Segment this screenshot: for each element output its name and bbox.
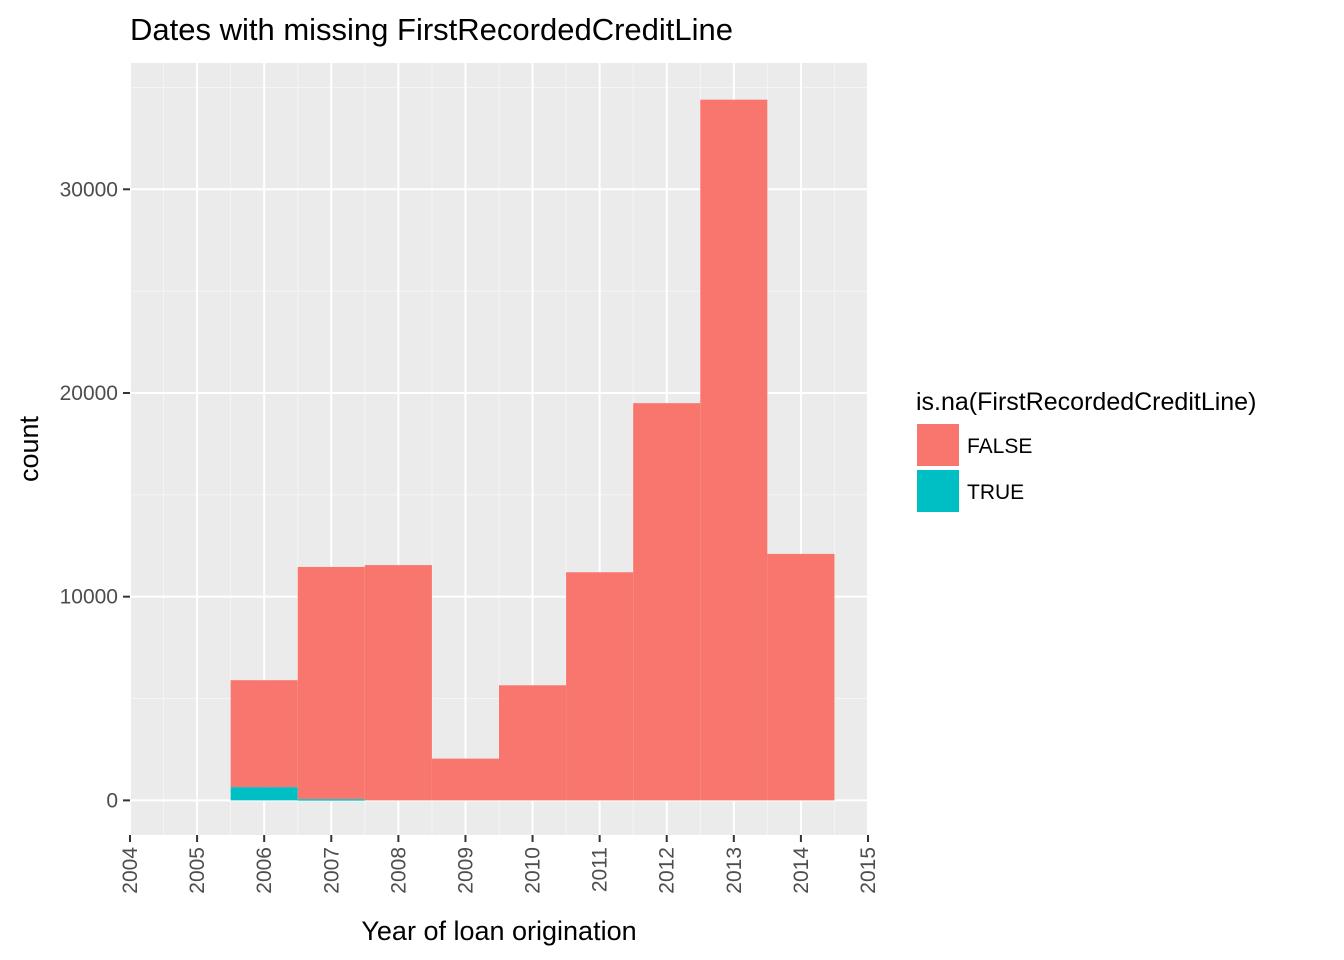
- x-tick-label: 2006: [253, 847, 276, 894]
- x-axis-title: Year of loan origination: [361, 916, 636, 946]
- legend-key-true: [917, 470, 959, 512]
- legend-label-false: FALSE: [967, 435, 1032, 458]
- bar-false-2009: [431, 758, 499, 801]
- x-tick-label: 2011: [589, 847, 612, 892]
- x-axis: 2004 2005 2006 2007 2008 2009 2010 2011 2012 2013…: [119, 835, 880, 894]
- y-tick-label: 10000: [60, 586, 118, 609]
- bar-false-2013: [700, 99, 768, 801]
- bar-true-2007: [297, 799, 365, 801]
- x-tick-label: 2008: [387, 847, 410, 894]
- legend-items: FALSE TRUE: [917, 424, 1032, 512]
- legend: is.na(FirstRecordedCreditLine) FALSE TRUE: [916, 388, 1256, 512]
- x-tick-label: 2013: [723, 847, 746, 894]
- y-tick-label: 0: [106, 789, 118, 812]
- x-tick-label: 2014: [790, 847, 813, 894]
- y-tick-label: 30000: [60, 178, 118, 201]
- x-tick-label: 2009: [454, 847, 477, 894]
- bar-false-2014: [767, 553, 835, 801]
- x-tick-label: 2007: [320, 847, 343, 894]
- bar-false-2010: [499, 685, 567, 801]
- legend-title: is.na(FirstRecordedCreditLine): [916, 388, 1256, 416]
- x-tick-label: 2015: [857, 847, 880, 894]
- x-tick-label: 2004: [119, 847, 142, 894]
- chart-title: Dates with missing FirstRecordedCreditLi…: [130, 12, 733, 47]
- bar-false-2006: [230, 680, 298, 788]
- bar-false-2007: [297, 566, 365, 800]
- y-axis: 0 10000 20000 30000: [60, 178, 130, 812]
- legend-key-false: [917, 424, 959, 466]
- bar-true-2006: [230, 787, 298, 801]
- y-tick-label: 20000: [60, 382, 118, 405]
- bar-false-2011: [566, 572, 634, 801]
- y-axis-title: count: [14, 415, 44, 482]
- legend-label-true: TRUE: [967, 481, 1024, 504]
- histogram-bars: [230, 99, 835, 801]
- bar-false-2012: [633, 403, 701, 801]
- bar-false-2008: [364, 565, 432, 801]
- x-tick-label: 2005: [186, 847, 209, 894]
- x-tick-label: 2010: [522, 847, 545, 894]
- x-tick-label: 2012: [656, 847, 679, 894]
